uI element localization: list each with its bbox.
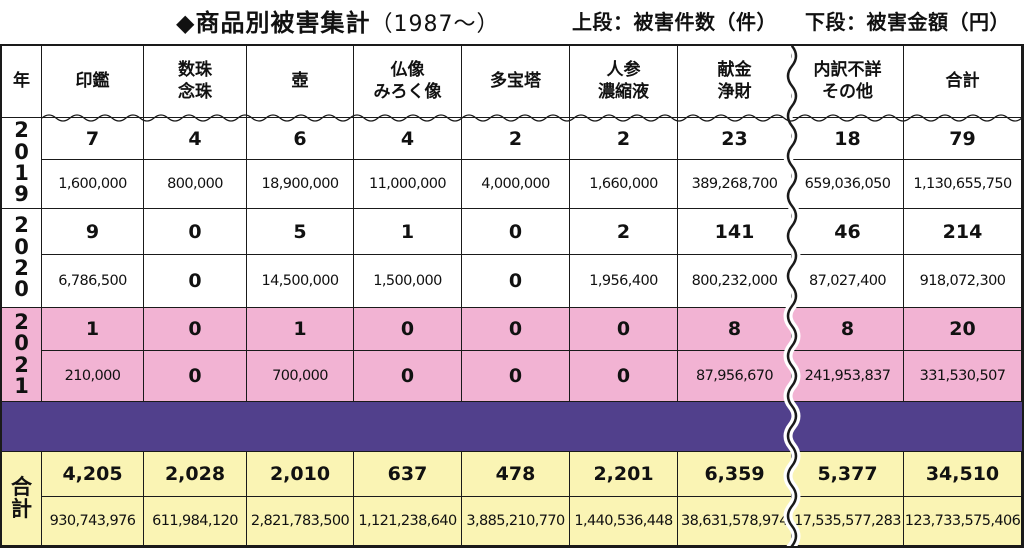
total-amount-cell: 38,631,578,974 [678,497,792,546]
total-amount-cell: 123,733,575,406 [904,497,1022,546]
total-count-cell: 6,359 [678,452,792,497]
total-amount-cell: 1,440,536,448 [570,497,678,546]
header-juzu: 数珠 念珠 [144,46,247,118]
count-cell: 0 [462,209,570,255]
count-cell: 0 [462,308,570,351]
count-cell: 214 [904,209,1022,255]
amount-cell: 210,000 [42,351,144,402]
amount-cell: 331,530,507 [904,351,1022,402]
amount-cell: 659,036,050 [792,160,904,209]
total-count-cell: 5,377 [792,452,904,497]
amount-cell: 18,900,000 [247,160,354,209]
amount-cell: 0 [354,351,462,402]
count-cell: 0 [354,308,462,351]
count-cell: 1 [42,308,144,351]
amount-cell: 4,000,000 [462,160,570,209]
amount-cell: 1,956,400 [570,255,678,308]
total-amount-cell: 2,821,783,500 [247,497,354,546]
amount-cell: 1,600,000 [42,160,144,209]
count-cell: 8 [678,308,792,351]
count-cell: 0 [570,308,678,351]
unit-legend-upper: 上段：被害件数（件） [572,10,777,34]
total-count-cell: 478 [462,452,570,497]
count-cell: 4 [354,118,462,160]
total-amount-cell: 611,984,120 [144,497,247,546]
header-sonota: 内訳不詳 その他 [792,46,904,118]
count-cell: 1 [354,209,462,255]
count-cell: 20 [904,308,1022,351]
page-title: ◆商品別被害集計（1987～） [176,3,499,38]
amount-cell: 1,500,000 [354,255,462,308]
count-cell: 4 [144,118,247,160]
header-butsuzo: 仏像 みろく像 [354,46,462,118]
total-amount-cell: 3,885,210,770 [462,497,570,546]
amount-cell: 241,953,837 [792,351,904,402]
amount-cell: 389,268,700 [678,160,792,209]
amount-cell: 6,786,500 [42,255,144,308]
unit-legend-lower: 下段：被害金額（円） [805,10,1010,34]
amount-cell: 700,000 [247,351,354,402]
count-cell: 0 [144,209,247,255]
count-cell: 79 [904,118,1022,160]
total-amount-cell: 17,535,577,283 [792,497,904,546]
total-count-cell: 4,205 [42,452,144,497]
amount-cell: 11,000,000 [354,160,462,209]
count-cell: 6 [247,118,354,160]
amount-cell: 0 [144,255,247,308]
damage-table: 年印鑑 数珠 念珠壺仏像 みろく像 多宝塔 人参 濃縮液 献金 浄財 内訳不詳 その他 合計… [0,44,1024,548]
amount-cell: 0 [570,351,678,402]
title-period: （1987～） [370,12,500,37]
unit-legend: 上段：被害件数（件） 下段：被害金額（円） [572,6,1010,35]
total-count-cell: 2,010 [247,452,354,497]
header-ninjin: 人参 濃縮液 [570,46,678,118]
count-cell: 2 [570,209,678,255]
amount-cell: 87,956,670 [678,351,792,402]
header-inkan: 印鑑 [42,46,144,118]
amount-cell: 1,130,655,750 [904,160,1022,209]
total-amount-cell: 1,121,238,640 [354,497,462,546]
count-cell: 0 [144,308,247,351]
year-label: 2 0 2 1 [2,308,42,402]
total-label: 合 計 [2,452,42,546]
total-count-cell: 2,201 [570,452,678,497]
title-text: ◆商品別被害集計 [176,9,371,37]
count-cell: 8 [792,308,904,351]
count-cell: 2 [570,118,678,160]
amount-cell: 800,000 [144,160,247,209]
omitted-years-band [2,402,1022,452]
count-cell: 5 [247,209,354,255]
count-cell: 46 [792,209,904,255]
count-cell: 141 [678,209,792,255]
year-label: 2 0 2 0 [2,209,42,308]
amount-cell: 918,072,300 [904,255,1022,308]
count-cell: 23 [678,118,792,160]
amount-cell: 14,500,000 [247,255,354,308]
amount-cell: 87,027,400 [792,255,904,308]
header-total: 合計 [904,46,1022,118]
header-kenkin: 献金 浄財 [678,46,792,118]
total-amount-cell: 930,743,976 [42,497,144,546]
amount-cell: 1,660,000 [570,160,678,209]
title-bar: ◆商品別被害集計（1987～） 上段：被害件数（件） 下段：被害金額（円） [0,0,1024,44]
total-count-cell: 637 [354,452,462,497]
amount-cell: 0 [462,351,570,402]
count-cell: 18 [792,118,904,160]
count-cell: 7 [42,118,144,160]
amount-cell: 800,232,000 [678,255,792,308]
amount-cell: 0 [144,351,247,402]
header-tsubo: 壺 [247,46,354,118]
amount-cell: 0 [462,255,570,308]
header-tahoto: 多宝塔 [462,46,570,118]
total-count-cell: 2,028 [144,452,247,497]
header-year: 年 [2,46,42,118]
count-cell: 2 [462,118,570,160]
total-count-cell: 34,510 [904,452,1022,497]
count-cell: 9 [42,209,144,255]
year-label: 2 0 1 9 [2,118,42,209]
count-cell: 1 [247,308,354,351]
